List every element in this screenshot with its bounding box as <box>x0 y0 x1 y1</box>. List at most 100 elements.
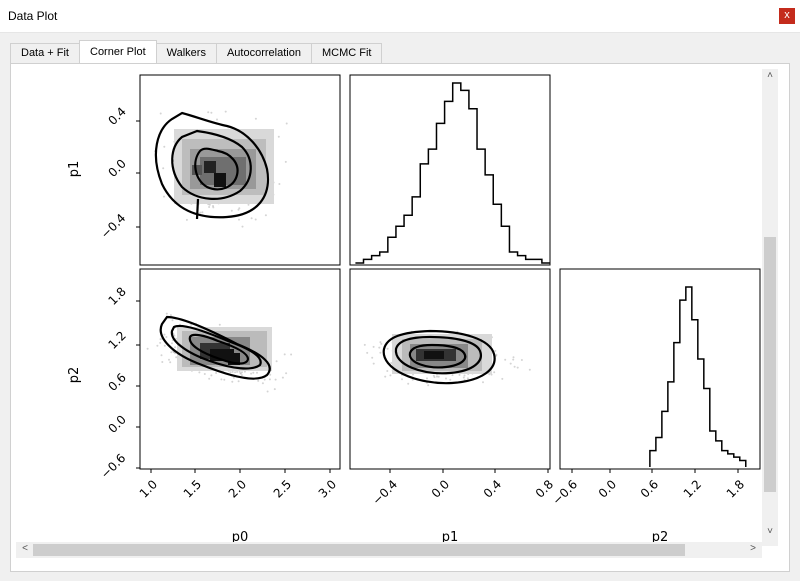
scatter-point <box>269 373 272 376</box>
scatter-point <box>380 342 383 345</box>
tab-bar: Data + Fit Corner Plot Walkers Autocorre… <box>10 40 383 63</box>
scatter-point <box>218 323 221 326</box>
contour-p0-p2-inner <box>188 333 250 365</box>
scatter-point <box>207 111 210 114</box>
tab-corner-plot[interactable]: Corner Plot <box>79 40 157 63</box>
close-button[interactable]: x <box>779 8 795 24</box>
scatter-point <box>252 371 255 374</box>
scatter-point <box>462 376 465 379</box>
scatter-point <box>236 370 239 373</box>
scatter-point <box>190 323 193 326</box>
scatter-point <box>520 359 523 361</box>
contour-p0-p2-outer <box>159 315 271 380</box>
scatter-point <box>241 225 244 228</box>
tick-labels-p2-y: 1.8 1.2 0.6 0.0 −0.6 <box>98 284 129 481</box>
tab-autocorrelation[interactable]: Autocorrelation <box>215 43 312 63</box>
title-bar: Data Plot x <box>0 0 800 33</box>
scatter-point <box>163 145 166 148</box>
contour-p1-p2-outer <box>382 329 496 385</box>
scatter-point <box>513 365 516 368</box>
tick-label: 1.8 <box>724 477 747 500</box>
scatter-point <box>273 388 276 391</box>
scroll-down-icon[interactable]: ˅ <box>767 526 773 537</box>
tick-label: 2.5 <box>271 477 294 500</box>
tick-label: 0.0 <box>105 412 128 435</box>
scatter-point <box>501 377 504 380</box>
scatter-point <box>285 122 288 125</box>
scatter-point <box>379 351 382 354</box>
contour-p1-p2-mid <box>394 335 482 375</box>
scatter-point <box>512 358 515 361</box>
scatter-point <box>160 354 163 357</box>
contour-p1-p2-inner <box>408 343 467 369</box>
tab-data-fit[interactable]: Data + Fit <box>10 43 80 63</box>
scatter-point <box>234 371 237 374</box>
scatter-point <box>185 218 188 221</box>
tick-label: 3.0 <box>316 477 339 500</box>
panel-hist-p1 <box>349 74 551 266</box>
horizontal-scroll-thumb[interactable] <box>33 544 685 556</box>
contour-p0-p1-mid <box>171 129 252 200</box>
axis-label-p2-x: p2 <box>652 530 669 545</box>
tick-label: −0.4 <box>370 477 401 508</box>
scatter-point <box>372 362 375 365</box>
scatter-point <box>254 218 257 221</box>
scatter-point <box>215 372 218 374</box>
scatter-point <box>203 373 206 375</box>
scatter-point <box>482 381 484 384</box>
scatter-point <box>493 371 496 374</box>
scatter-point <box>433 376 436 379</box>
scroll-up-icon[interactable]: ˄ <box>767 70 773 81</box>
scatter-point <box>386 370 389 372</box>
scatter-point <box>250 217 253 220</box>
scatter-point <box>495 354 498 357</box>
scatter-point <box>231 370 234 373</box>
scatter-point <box>509 362 512 365</box>
tab-walkers[interactable]: Walkers <box>155 43 217 63</box>
scatter-point <box>237 380 240 383</box>
scatter-point <box>285 372 288 375</box>
scatter-point <box>268 378 271 381</box>
scatter-point <box>169 314 172 317</box>
tick-label: 1.2 <box>681 477 704 500</box>
scatter-point <box>224 110 227 113</box>
scatter-point <box>146 347 149 350</box>
scatter-point <box>223 378 226 381</box>
scatter-point <box>208 203 211 206</box>
scatter-point <box>243 370 246 373</box>
corner-plot: 0.4 0.0 −0.4 1.8 1.2 0.6 0.0 −0.6 1.0 1.… <box>67 74 761 545</box>
scatter-point <box>278 183 281 185</box>
scatter-point <box>290 353 293 356</box>
scatter-point <box>390 362 393 364</box>
scatter-point <box>386 347 389 350</box>
histogram-p1 <box>355 82 550 264</box>
tick-label: 0.4 <box>481 477 504 500</box>
window-title: Data Plot <box>8 9 58 23</box>
tick-label: −0.4 <box>98 211 129 242</box>
scroll-right-icon[interactable]: > <box>750 543 756 554</box>
scatter-point <box>256 371 258 374</box>
contour-p0-p2-mid <box>170 324 262 370</box>
scatter-point <box>266 390 269 393</box>
scatter-point <box>407 382 410 385</box>
scatter-point <box>463 374 466 377</box>
vertical-scroll-thumb[interactable] <box>764 237 776 492</box>
tick-label: 0.6 <box>105 370 128 393</box>
density-p1-p2 <box>392 334 492 374</box>
corner-plot-canvas: 0.4 0.0 −0.4 1.8 1.2 0.6 0.0 −0.6 1.0 1.… <box>32 69 772 545</box>
scatter-point <box>238 218 240 221</box>
tick-label: 2.0 <box>226 477 249 500</box>
scatter-point <box>238 370 241 373</box>
vertical-scrollbar[interactable]: ˄ ˅ <box>762 69 778 546</box>
scatter-point <box>466 377 469 380</box>
tab-panel: 0.4 0.0 −0.4 1.8 1.2 0.6 0.0 −0.6 1.0 1.… <box>10 63 790 572</box>
scatter-point <box>210 111 213 114</box>
scatter-point <box>281 376 284 379</box>
scatter-point <box>175 356 178 359</box>
scroll-left-icon[interactable]: < <box>22 543 28 554</box>
tab-mcmc-fit[interactable]: MCMC Fit <box>310 43 383 63</box>
horizontal-scrollbar[interactable]: < > <box>16 542 762 558</box>
scatter-point <box>250 372 253 375</box>
scatter-point <box>449 378 452 381</box>
scatter-point <box>389 374 392 377</box>
